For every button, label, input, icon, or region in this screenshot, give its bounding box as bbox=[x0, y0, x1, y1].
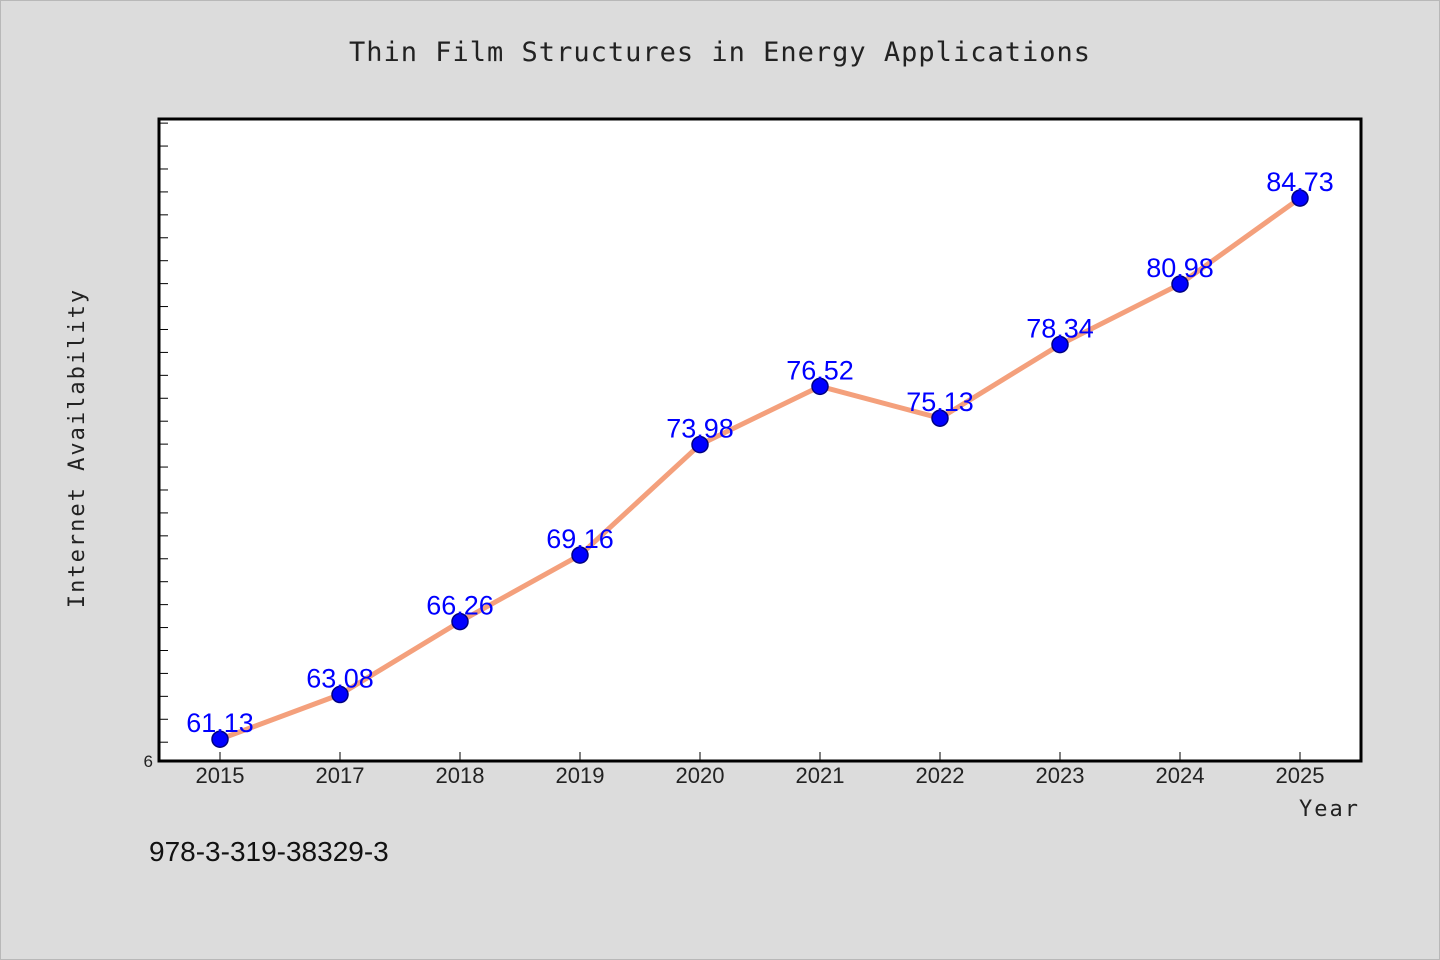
plot-area bbox=[157, 117, 1363, 763]
series-line bbox=[217, 195, 1303, 742]
data-point bbox=[451, 612, 469, 631]
x-tick-label: 2023 bbox=[1036, 763, 1085, 788]
y-axis-label: Internet Availability bbox=[65, 288, 90, 608]
x-tick-label: 2022 bbox=[916, 763, 965, 788]
data-labels-layer: 61.13 63.08 66.26 69.16 73.98 76.52 75.13 78.34… bbox=[186, 167, 1334, 738]
x-tick-label: 2025 bbox=[1276, 763, 1325, 788]
x-axis-label: Year bbox=[1299, 797, 1360, 822]
chart-title: Thin Film Structures in Energy Applicati… bbox=[349, 37, 1091, 68]
isbn-text: 978-3-319-38329-3 bbox=[149, 836, 389, 867]
y-axis-ticks: 6 bbox=[144, 122, 168, 771]
data-point bbox=[1291, 189, 1309, 207]
data-label: 80.98 bbox=[1146, 253, 1214, 283]
x-tick-label: 2015 bbox=[196, 763, 245, 788]
data-label: 76.52 bbox=[786, 355, 854, 385]
x-tick-label: 2021 bbox=[796, 763, 845, 788]
x-axis-ticks: 2015 2017 2018 2019 2020 2021 2022 2023 2024 2025 bbox=[196, 752, 1325, 788]
x-tick-label: 2019 bbox=[556, 763, 605, 788]
data-point bbox=[811, 377, 829, 396]
data-label: 61.13 bbox=[186, 708, 254, 738]
x-tick-label: 2024 bbox=[1156, 763, 1205, 788]
data-label: 84.73 bbox=[1266, 167, 1334, 197]
y-tick-label: 6 bbox=[144, 752, 153, 771]
x-tick-label: 2017 bbox=[316, 763, 365, 788]
series-layer bbox=[211, 189, 1309, 748]
data-label: 78.34 bbox=[1026, 314, 1094, 344]
x-tick-label: 2020 bbox=[676, 763, 725, 788]
data-point bbox=[331, 685, 349, 704]
data-point bbox=[931, 409, 949, 427]
data-point bbox=[1051, 335, 1069, 354]
data-point bbox=[211, 730, 229, 748]
data-point bbox=[1171, 275, 1189, 293]
x-tick-label: 2018 bbox=[436, 763, 485, 788]
data-label: 75.13 bbox=[906, 387, 974, 417]
data-label: 63.08 bbox=[306, 664, 374, 694]
data-point bbox=[571, 546, 589, 564]
data-label: 66.26 bbox=[426, 591, 494, 621]
data-label: 73.98 bbox=[666, 414, 734, 444]
data-label: 69.16 bbox=[546, 524, 614, 554]
data-point bbox=[691, 435, 709, 454]
